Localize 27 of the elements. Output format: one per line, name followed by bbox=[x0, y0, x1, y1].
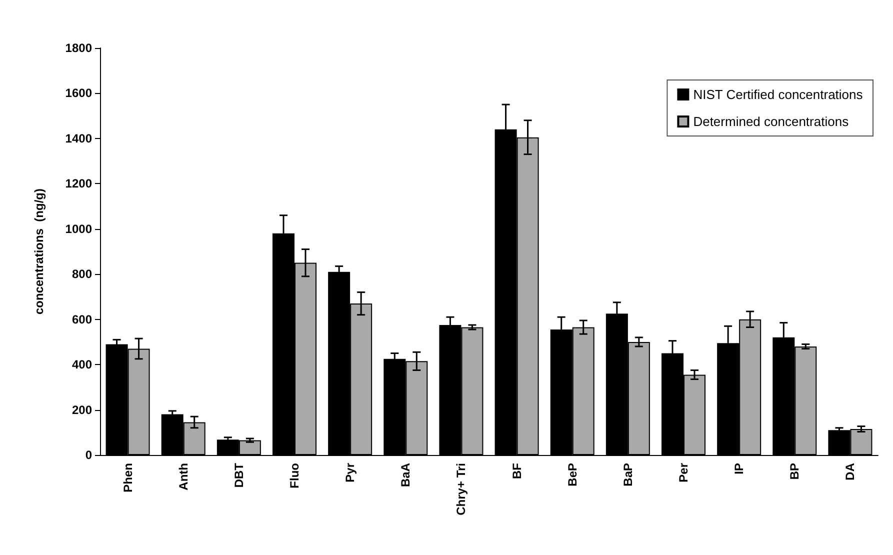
x-tick-label: Anth bbox=[176, 463, 190, 490]
y-tick-label: 800 bbox=[72, 267, 92, 282]
x-tick-label: BF bbox=[510, 463, 524, 479]
y-tick-label: 600 bbox=[72, 312, 92, 326]
x-tick-label: BaP bbox=[620, 463, 635, 486]
y-tick-label: 400 bbox=[72, 358, 92, 372]
x-tick-label: IP bbox=[732, 463, 746, 474]
x-tick-label: Chry+ Tri bbox=[454, 463, 468, 516]
x-tick-label: BeP bbox=[565, 463, 580, 486]
legend-label: Determined concentrations bbox=[693, 114, 850, 129]
x-tick-label: Fluo bbox=[288, 463, 302, 488]
x-tick-label: DBT bbox=[232, 462, 246, 488]
x-tick-label: Phen bbox=[120, 463, 135, 492]
x-tick-label: Pyr bbox=[343, 462, 358, 482]
x-tick-label: BaA bbox=[398, 462, 413, 488]
y-axis-title: concentrations (ng/g) bbox=[32, 188, 46, 314]
y-tick-label: 1200 bbox=[65, 176, 92, 191]
y-tick-label: 1000 bbox=[65, 222, 92, 236]
y-tick-label: 200 bbox=[72, 402, 92, 417]
x-tick-label: DA bbox=[843, 462, 858, 480]
y-tick-label: 0 bbox=[85, 448, 92, 462]
y-tick-label: 1400 bbox=[65, 131, 92, 146]
x-tick-label: BP bbox=[788, 463, 802, 480]
legend-label: NIST Certified concentrations bbox=[693, 87, 864, 102]
y-tick-label: 1600 bbox=[65, 86, 92, 100]
x-tick-label: Per bbox=[676, 462, 690, 482]
y-tick-label: 1800 bbox=[65, 41, 92, 55]
